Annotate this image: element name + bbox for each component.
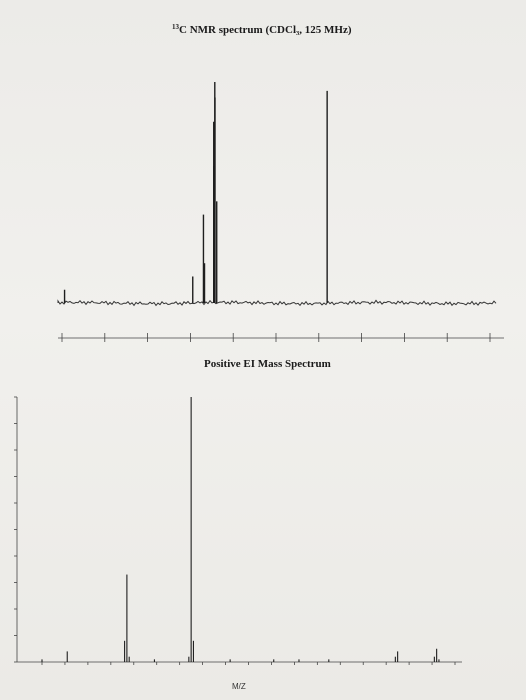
ms-x-axis-label: M/Z: [232, 682, 246, 691]
nmr-title-text: C NMR spectrum (CDCl₃, 125 MHz): [179, 24, 352, 36]
mass-spectrum: [14, 396, 462, 665]
ms-title: Positive EI Mass Spectrum: [204, 358, 331, 370]
nmr-baseline: [57, 299, 497, 307]
nmr-title: 13C NMR spectrum (CDCl₃, 125 MHz): [172, 23, 352, 36]
nmr-title-superscript: 13: [172, 23, 180, 31]
nmr-spectrum: [57, 82, 504, 342]
